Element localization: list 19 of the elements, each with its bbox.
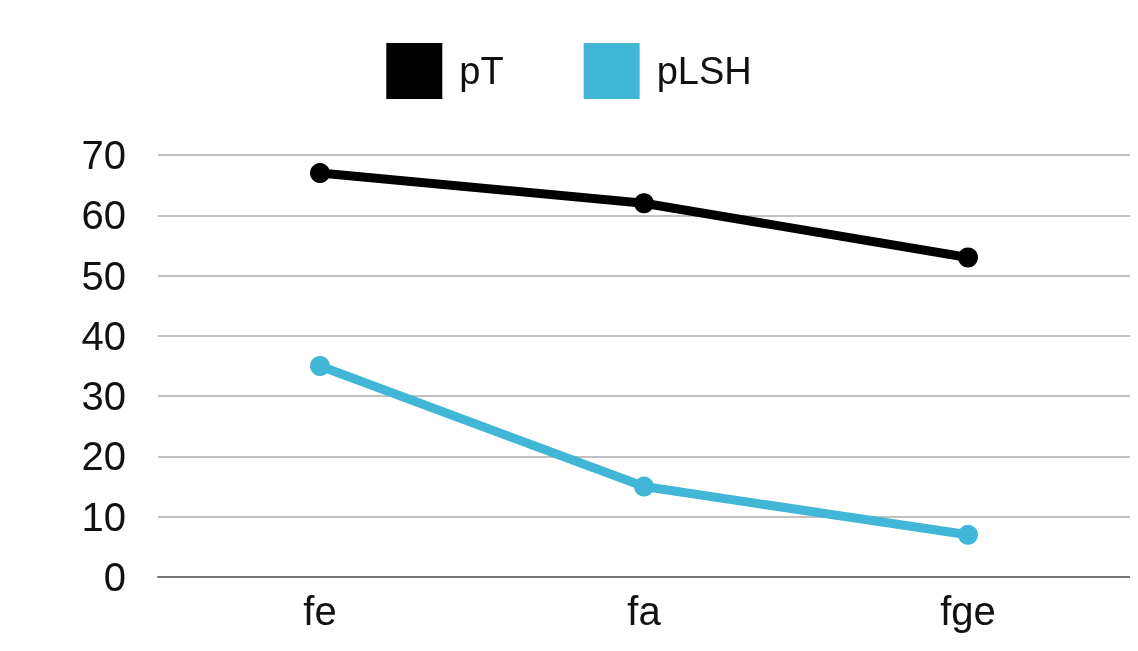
x-tick-label: fe — [303, 589, 337, 633]
x-tick-label: fge — [940, 589, 996, 633]
y-tick-label: 10 — [81, 494, 126, 539]
y-tick-label: 20 — [81, 434, 126, 479]
point — [958, 524, 978, 545]
point — [310, 356, 330, 376]
y-tick-label: 70 — [81, 133, 126, 177]
legend-label: pT — [459, 50, 504, 92]
y-tick-label: 60 — [81, 193, 126, 238]
y-tick-label: 0 — [103, 555, 126, 599]
point — [634, 476, 654, 497]
point — [310, 163, 330, 184]
x-tick-label: fa — [627, 589, 662, 633]
y-tick-label: 30 — [81, 374, 126, 419]
point — [958, 247, 978, 268]
legend-label: pLSH — [656, 50, 752, 92]
y-tick-label: 40 — [81, 313, 126, 358]
y-tick-label: 50 — [81, 253, 126, 298]
point — [634, 193, 654, 214]
